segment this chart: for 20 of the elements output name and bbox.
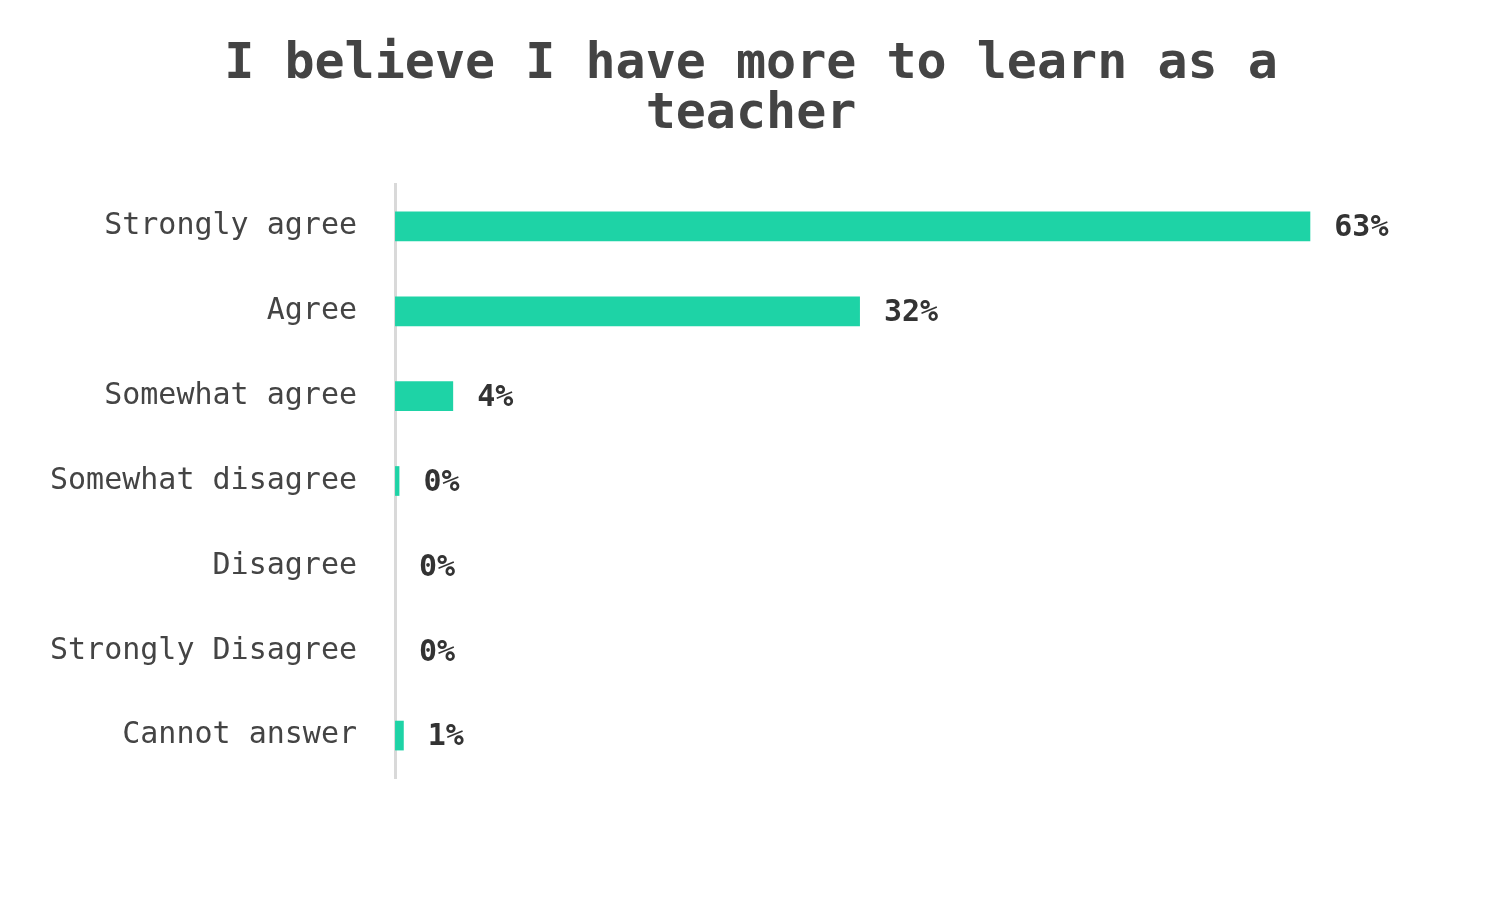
y-tick-label: Agree bbox=[266, 291, 358, 327]
bar bbox=[395, 381, 454, 411]
bar bbox=[395, 296, 860, 327]
data-label: 0% bbox=[419, 547, 456, 583]
bar bbox=[395, 720, 404, 751]
bar bbox=[395, 466, 400, 496]
y-tick-label: Somewhat agree bbox=[104, 375, 358, 411]
data-label: 1% bbox=[427, 717, 464, 753]
y-tick-label: Cannot answer bbox=[122, 715, 358, 751]
data-label: 32% bbox=[883, 293, 939, 329]
chart-title: I believe I have more to learn as a teacher bbox=[223, 32, 1279, 140]
y-tick-label: Somewhat disagree bbox=[50, 460, 358, 496]
y-tick-label: Strongly agree bbox=[104, 206, 358, 242]
data-label: 0% bbox=[423, 462, 460, 498]
data-label: 4% bbox=[477, 377, 514, 413]
bar bbox=[395, 211, 1311, 242]
y-tick-label: Strongly Disagree bbox=[50, 630, 358, 666]
data-label: 0% bbox=[419, 632, 456, 668]
y-tick-label: Disagree bbox=[212, 545, 358, 581]
data-label: 63% bbox=[1334, 208, 1389, 244]
